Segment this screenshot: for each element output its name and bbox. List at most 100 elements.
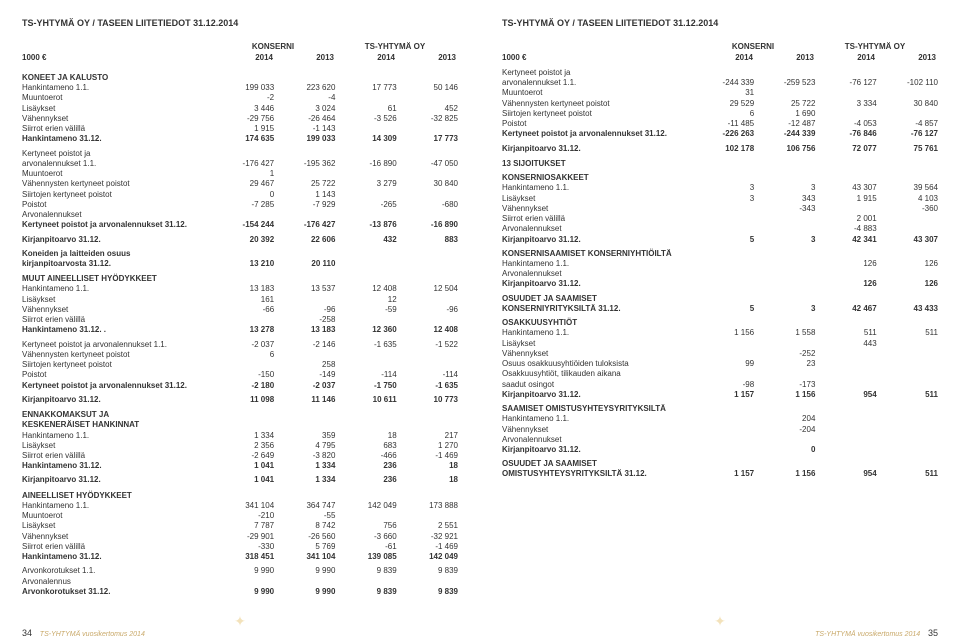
- row-label: Kirjanpitoarvo 31.12.: [502, 235, 693, 245]
- table-row: Siirrot erien välillä-2 649-3 820-466-1 …: [22, 451, 458, 461]
- cell-value: 173 888: [397, 501, 458, 511]
- cell-value: [877, 88, 938, 98]
- cell-value: 142 049: [335, 501, 396, 511]
- cell-value: [693, 339, 754, 349]
- cell-value: 12: [335, 295, 396, 305]
- row-label: Poistot: [22, 370, 213, 380]
- cell-value: 236: [335, 461, 396, 471]
- cell-value: 3 446: [213, 104, 274, 114]
- table-row: Siirtojen kertyneet poistot01 143: [22, 190, 458, 200]
- cell-value: 511: [815, 328, 876, 338]
- table-row: Hankintameno 1.1.199 033223 62017 77350 …: [22, 83, 458, 93]
- cell-value: 3 334: [815, 99, 876, 109]
- table-row: Kirjanpitoarvo 31.12.1 0411 33423618: [22, 475, 458, 485]
- cell-value: -1 635: [335, 340, 396, 350]
- cell-value: 11 146: [274, 395, 335, 405]
- row-label: Vähennysten kertyneet poistot: [22, 350, 213, 360]
- footer-brand: TS-YHTYMÄ vuosikertomus 2014: [40, 631, 145, 638]
- cell-value: [274, 210, 335, 220]
- cell-value: -55: [274, 511, 335, 521]
- table-row: Hankintameno 31.12.174 635199 03314 3091…: [22, 134, 458, 144]
- table-row: Poistot-7 285-7 929-265-680: [22, 200, 458, 210]
- cell-value: [754, 339, 815, 349]
- row-label: Hankintameno 1.1.: [502, 414, 693, 424]
- cell-value: [754, 404, 815, 414]
- cell-value: [397, 486, 458, 501]
- cell-value: [397, 190, 458, 200]
- row-label: Arvonkorotukset 31.12.: [22, 587, 213, 597]
- cell-value: [693, 445, 754, 455]
- table-row: OSUUDET JA SAAMISET: [502, 294, 938, 304]
- row-label: Arvonalennus: [22, 577, 213, 587]
- cell-value: 31: [693, 88, 754, 98]
- table-row: arvonalennukset 1.1.-176 427-195 362-16 …: [22, 159, 458, 169]
- table-row: Osuus osakkuusyhtiöiden tuloksista9923: [502, 359, 938, 369]
- cell-value: -2 037: [274, 381, 335, 391]
- cell-value: [754, 279, 815, 289]
- table-row: KESKENERÄISET HANKINNAT: [22, 420, 458, 430]
- row-label: Muuntoerot: [22, 511, 213, 521]
- table-row: OSAKKUUSYHTIÖT: [502, 318, 938, 328]
- cell-value: [877, 224, 938, 234]
- year-row: 1000 € 2014 2013 2014 2013: [502, 53, 938, 62]
- cell-value: -16 890: [335, 159, 396, 169]
- cell-value: [877, 68, 938, 78]
- cell-value: -360: [877, 204, 938, 214]
- table-row: Siirrot erien välillä2 001: [502, 214, 938, 224]
- cell-value: -2 146: [274, 340, 335, 350]
- row-label: OMISTUSYHTEYSYRITYKSILTÄ 31.12.: [502, 469, 693, 479]
- cell-value: [397, 269, 458, 284]
- group-konserni: KONSERNI: [212, 42, 334, 51]
- table-row: MUUT AINEELLISET HYÖDYKKEET: [22, 269, 458, 284]
- cell-value: -29 756: [213, 114, 274, 124]
- cell-value: -114: [397, 370, 458, 380]
- row-label: Hankintameno 1.1.: [502, 259, 693, 269]
- cell-value: [754, 249, 815, 259]
- table-row: Lisäykset7 7878 7427562 551: [22, 521, 458, 531]
- cell-value: -114: [335, 370, 396, 380]
- row-label: Kertyneet poistot ja arvonalennukset 31.…: [22, 381, 213, 391]
- cell-value: 17 773: [397, 134, 458, 144]
- table-row: Osakkuusyhtiöt, tilikauden aikana: [502, 369, 938, 379]
- cell-value: -66: [213, 305, 274, 315]
- cell-value: [693, 154, 754, 169]
- cell-value: 99: [693, 359, 754, 369]
- cell-value: -343: [754, 204, 815, 214]
- cell-value: [274, 295, 335, 305]
- row-label: Kirjanpitoarvo 31.12.: [22, 475, 213, 485]
- cell-value: -61: [335, 542, 396, 552]
- row-label: Lisäykset: [502, 339, 693, 349]
- row-label: MUUT AINEELLISET HYÖDYKKEET: [22, 269, 213, 284]
- cell-value: [877, 425, 938, 435]
- cell-value: [815, 435, 876, 445]
- cell-value: 0: [213, 190, 274, 200]
- cell-value: [397, 420, 458, 430]
- cell-value: [815, 154, 876, 169]
- cell-value: [877, 249, 938, 259]
- row-label: Muuntoerot: [502, 88, 693, 98]
- group-tsyhtyma: TS-YHTYMÄ OY: [814, 42, 936, 51]
- table-row: Hankintameno 1.1.1 33435918217: [22, 431, 458, 441]
- cell-value: 341 104: [274, 552, 335, 562]
- cell-value: -32 921: [397, 532, 458, 542]
- cell-value: 5 769: [274, 542, 335, 552]
- cell-value: 0: [754, 445, 815, 455]
- table-row: Lisäykset2 3564 7956831 270: [22, 441, 458, 451]
- group-konserni: KONSERNI: [692, 42, 814, 51]
- row-label: Kertyneet poistot ja arvonalennukset 31.…: [22, 220, 213, 230]
- cell-value: [213, 360, 274, 370]
- cell-value: 2 001: [815, 214, 876, 224]
- row-label: Arvonalennukset: [502, 435, 693, 445]
- cell-value: 1: [213, 169, 274, 179]
- cell-value: [877, 414, 938, 424]
- table-row: Muuntoerot-2-4: [22, 93, 458, 103]
- cell-value: [815, 425, 876, 435]
- cell-value: -3 526: [335, 114, 396, 124]
- cell-value: [693, 269, 754, 279]
- table-row: KONSERNISAAMISET KONSERNIYHTIÖILTÄ: [502, 249, 938, 259]
- cell-value: 341 104: [213, 501, 274, 511]
- cell-value: 1 156: [754, 390, 815, 400]
- row-label: ENNAKKOMAKSUT JA: [22, 405, 213, 420]
- cell-value: 18: [335, 431, 396, 441]
- table-row: Lisäykset16112: [22, 295, 458, 305]
